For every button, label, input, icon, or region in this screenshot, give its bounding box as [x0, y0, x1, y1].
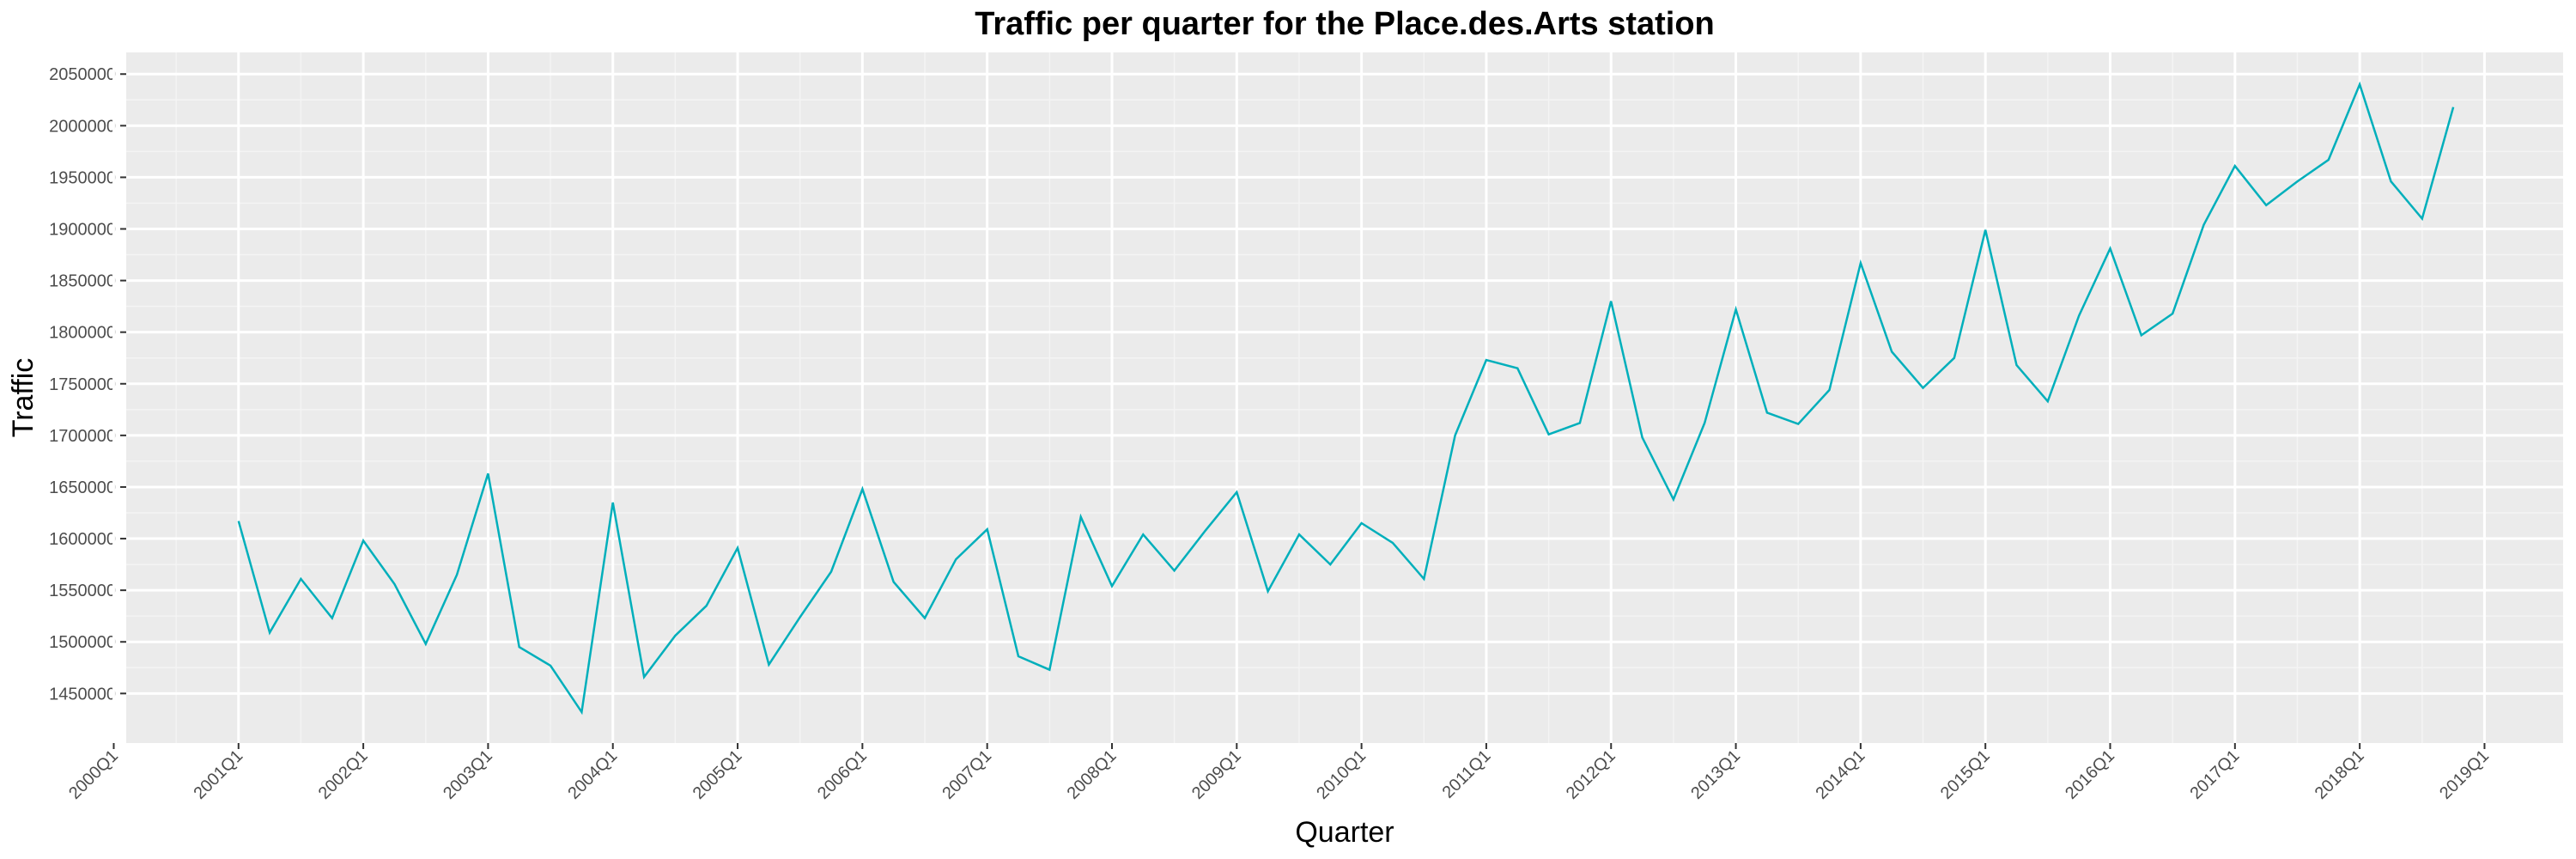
chart-title: Traffic per quarter for the Place.des.Ar…: [975, 6, 1715, 42]
x-tick-label: 2012Q1: [1563, 746, 1619, 803]
x-tick-label: 2016Q1: [2062, 746, 2118, 803]
x-tick-label: 2001Q1: [190, 746, 246, 803]
y-tick-label: 1800000: [49, 324, 116, 343]
y-tick-label: 1550000: [49, 582, 116, 600]
y-tick-label: 1750000: [49, 375, 116, 394]
x-axis-title: Quarter: [1295, 816, 1394, 849]
y-tick-label: 1500000: [49, 633, 116, 652]
x-tick-label: 2019Q1: [2436, 746, 2493, 803]
x-tick-label: 2014Q1: [1813, 746, 1869, 803]
x-tick-label: 2004Q1: [564, 746, 621, 803]
series-line: [237, 81, 2455, 716]
x-tick-label: 2015Q1: [1937, 746, 1994, 803]
y-tick-label: 1450000: [49, 685, 116, 704]
x-tick-label: 2003Q1: [440, 746, 496, 803]
x-tick-label: 2018Q1: [2312, 746, 2368, 803]
y-tick-label: 1650000: [49, 478, 116, 497]
x-tick-label: 2008Q1: [1064, 746, 1121, 803]
x-tick-label: 2010Q1: [1313, 746, 1370, 803]
panel: [126, 52, 2563, 743]
x-tick-label: 2017Q1: [2186, 746, 2243, 803]
y-tick-label: 1850000: [49, 272, 116, 291]
y-tick-label: 1700000: [49, 427, 116, 446]
x-tick-label: 2009Q1: [1188, 746, 1245, 803]
y-tick-label: 1900000: [49, 221, 116, 240]
x-tick-label: 2006Q1: [814, 746, 871, 803]
y-tick-label: 2050000: [49, 65, 116, 84]
x-tick-label: 2002Q1: [315, 746, 372, 803]
y-tick-label: 2000000: [49, 117, 116, 136]
y-axis-title: Traffic: [7, 358, 39, 438]
y-tick-label: 1950000: [49, 168, 116, 187]
x-tick-label: 2013Q1: [1687, 746, 1744, 803]
y-tick-label: 1600000: [49, 530, 116, 549]
x-tick-label: 2011Q1: [1439, 746, 1495, 802]
x-tick-label: 2005Q1: [690, 746, 746, 803]
x-tick-label: 2000Q1: [65, 746, 122, 803]
x-tick-label: 2007Q1: [939, 746, 995, 803]
